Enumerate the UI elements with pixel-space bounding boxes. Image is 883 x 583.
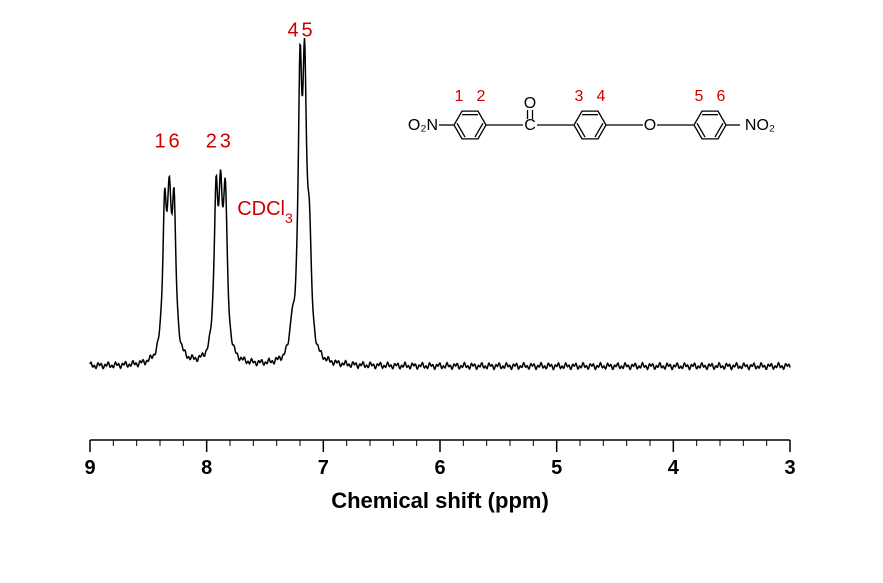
x-axis-label: Chemical shift (ppm) [331, 488, 549, 513]
ring-double-bond [475, 123, 483, 137]
x-tick-label: 9 [84, 457, 95, 479]
atom-no2-right: NO₂ [745, 117, 775, 134]
spectrum-trace [90, 38, 790, 370]
atom-ether-o: O [644, 117, 656, 134]
ring-position-label: 3 [575, 88, 584, 105]
ring-double-bond [715, 123, 723, 137]
ring-position-label: 1 [455, 88, 464, 105]
ring-position-label: 5 [695, 88, 704, 105]
x-tick-label: 3 [784, 457, 795, 479]
x-tick-label: 5 [551, 457, 562, 479]
peak-label: 4 [287, 20, 298, 42]
atom-carbonyl-o: O [524, 95, 536, 112]
peak-label-cdcl3: CDCl3 [237, 198, 293, 226]
atom-carbonyl-c: C [524, 117, 536, 134]
benzene-ring [574, 111, 606, 139]
ring-position-label: 2 [477, 88, 486, 105]
x-tick-label: 8 [201, 457, 212, 479]
ring-position-label: 6 [717, 88, 726, 105]
peak-label: 1 [154, 131, 165, 153]
ring-double-bond [457, 123, 465, 137]
ring-double-bond [697, 123, 705, 137]
peak-label: 2 [206, 131, 217, 153]
x-tick-label: 4 [668, 457, 680, 479]
nmr-chart: 3456789Chemical shift (ppm)162345CDCl3O₂… [60, 20, 820, 520]
molecule-inset: O₂NCOONO₂123456 [408, 88, 775, 139]
ring-double-bond [595, 123, 603, 137]
x-tick-label: 6 [434, 457, 445, 479]
peak-label: 6 [168, 131, 179, 153]
benzene-ring [454, 111, 486, 139]
benzene-ring [694, 111, 726, 139]
chart-svg: 3456789Chemical shift (ppm)162345CDCl3O₂… [60, 20, 820, 520]
x-tick-label: 7 [318, 457, 329, 479]
ring-double-bond [577, 123, 585, 137]
ring-position-label: 4 [597, 88, 606, 105]
peak-label: 3 [220, 131, 231, 153]
atom-o2n-left: O₂N [408, 117, 438, 134]
peak-label: 5 [301, 20, 312, 42]
